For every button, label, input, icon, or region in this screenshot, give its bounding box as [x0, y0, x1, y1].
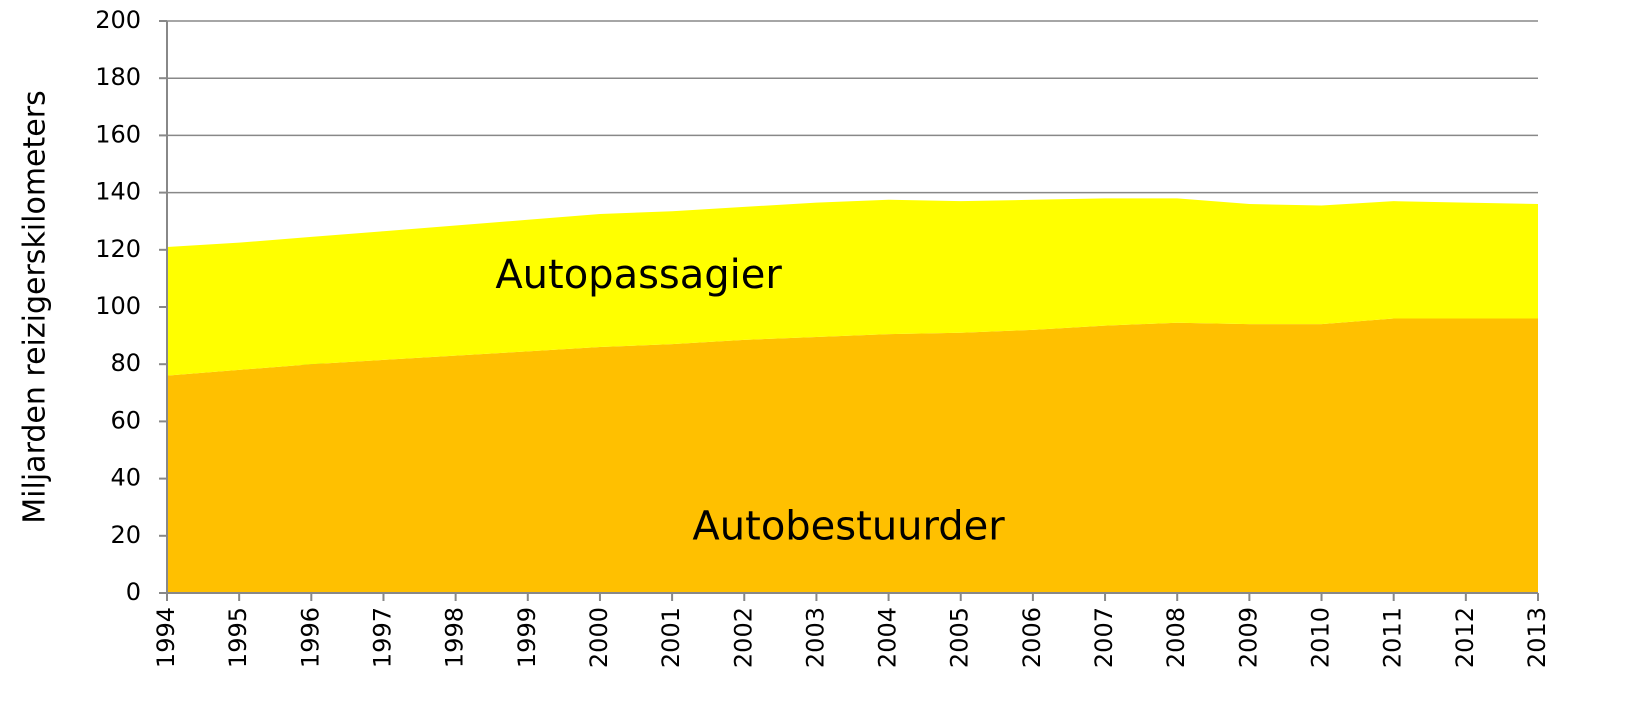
y-tick-label: 80	[110, 349, 141, 377]
x-tick-label: 2010	[1307, 607, 1335, 668]
x-tick-label: 2004	[874, 607, 902, 668]
x-tick-label: 2000	[585, 607, 613, 668]
x-tick-label: 2002	[729, 607, 757, 668]
y-tick-label: 20	[110, 521, 141, 549]
y-tick-label: 100	[95, 292, 141, 320]
y-tick-label: 160	[95, 120, 141, 148]
y-tick-label: 40	[110, 464, 141, 492]
x-tick-label: 2007	[1090, 607, 1118, 668]
area	[167, 198, 1538, 376]
x-tick-label: 1997	[368, 607, 396, 668]
x-tick-label: 2003	[801, 607, 829, 668]
area	[167, 318, 1538, 593]
x-tick-label: 1998	[441, 607, 469, 668]
x-tick-label: 2011	[1379, 607, 1407, 668]
series-label: Autopassagier	[495, 252, 782, 298]
x-tick-label: 2001	[657, 607, 685, 668]
x-tick-label: 2005	[946, 607, 974, 668]
y-tick-label: 0	[126, 578, 141, 606]
x-tick-label: 2012	[1451, 607, 1479, 668]
y-tick-label: 140	[95, 178, 141, 206]
x-tick-label: 1994	[152, 607, 180, 668]
x-tick-label: 2009	[1234, 607, 1262, 668]
y-tick-label: 180	[95, 63, 141, 91]
x-tick-label: 2013	[1523, 607, 1551, 668]
x-tick-label: 1999	[513, 607, 541, 668]
x-tick-label: 1996	[296, 607, 324, 668]
x-tick-label: 1995	[224, 607, 252, 668]
y-axis-label: Miljarden reizigerskilometers	[18, 90, 53, 523]
y-tick-label: 120	[95, 235, 141, 263]
x-tick-label: 2008	[1162, 607, 1190, 668]
x-tick-label: 2006	[1018, 607, 1046, 668]
series-label: Autobestuurder	[692, 504, 1005, 550]
y-tick-label: 200	[95, 6, 141, 34]
y-tick-label: 60	[110, 406, 141, 434]
